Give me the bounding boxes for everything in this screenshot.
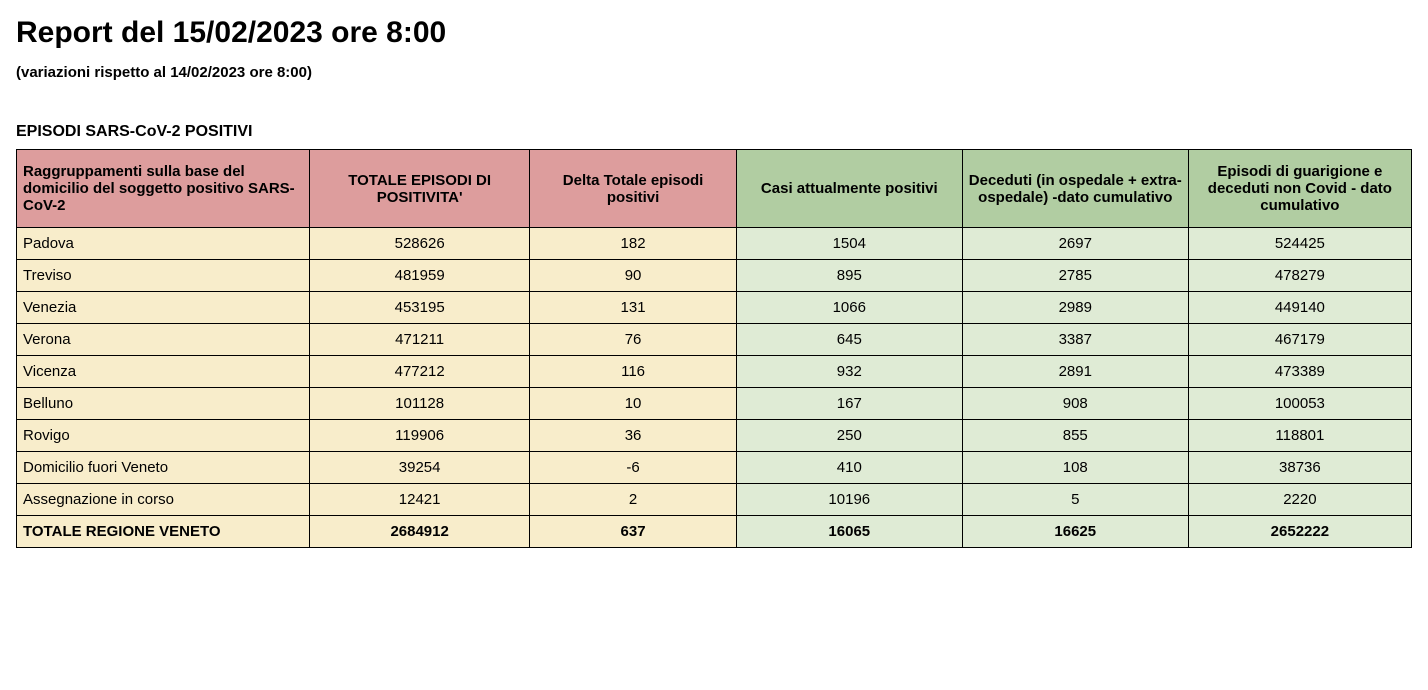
table-row: Domicilio fuori Veneto39254-641010838736 xyxy=(17,452,1412,484)
row-label: Domicilio fuori Veneto xyxy=(17,452,310,484)
cell: 471211 xyxy=(309,324,529,356)
cell: 2891 xyxy=(962,356,1188,388)
cell: 38736 xyxy=(1188,452,1411,484)
column-header: Deceduti (in ospedale + extra-ospedale) … xyxy=(962,150,1188,228)
section-title: EPISODI SARS-CoV-2 POSITIVI xyxy=(16,123,1412,141)
cell: 932 xyxy=(736,356,962,388)
cell: 2220 xyxy=(1188,484,1411,516)
cell: 16625 xyxy=(962,516,1188,548)
cell: 2684912 xyxy=(309,516,529,548)
row-label: Verona xyxy=(17,324,310,356)
cell: 36 xyxy=(530,420,736,452)
column-header: Delta Totale episodi positivi xyxy=(530,150,736,228)
table-row: Assegnazione in corso1242121019652220 xyxy=(17,484,1412,516)
table-row: Belluno10112810167908100053 xyxy=(17,388,1412,420)
cell: 2697 xyxy=(962,228,1188,260)
cell: 10196 xyxy=(736,484,962,516)
cell: 182 xyxy=(530,228,736,260)
cell: 10 xyxy=(530,388,736,420)
cell: 90 xyxy=(530,260,736,292)
cell: 908 xyxy=(962,388,1188,420)
cell: 467179 xyxy=(1188,324,1411,356)
cell: 410 xyxy=(736,452,962,484)
cell: 473389 xyxy=(1188,356,1411,388)
table-total-row: TOTALE REGIONE VENETO2684912637160651662… xyxy=(17,516,1412,548)
table-row: Vicenza4772121169322891473389 xyxy=(17,356,1412,388)
cell: 524425 xyxy=(1188,228,1411,260)
cell: 100053 xyxy=(1188,388,1411,420)
cell: 12421 xyxy=(309,484,529,516)
table-row: Rovigo11990636250855118801 xyxy=(17,420,1412,452)
cell: 637 xyxy=(530,516,736,548)
cell: 1504 xyxy=(736,228,962,260)
cell: 118801 xyxy=(1188,420,1411,452)
table-body: Padova52862618215042697524425Treviso4819… xyxy=(17,228,1412,548)
cell: 855 xyxy=(962,420,1188,452)
cell: 645 xyxy=(736,324,962,356)
cell: 5 xyxy=(962,484,1188,516)
cell: 250 xyxy=(736,420,962,452)
row-label: Treviso xyxy=(17,260,310,292)
cell: 481959 xyxy=(309,260,529,292)
cell: -6 xyxy=(530,452,736,484)
cell: 2 xyxy=(530,484,736,516)
table-row: Treviso481959908952785478279 xyxy=(17,260,1412,292)
row-label: Belluno xyxy=(17,388,310,420)
cell: 2652222 xyxy=(1188,516,1411,548)
cell: 119906 xyxy=(309,420,529,452)
cell: 76 xyxy=(530,324,736,356)
table-row: Verona471211766453387467179 xyxy=(17,324,1412,356)
row-label: TOTALE REGIONE VENETO xyxy=(17,516,310,548)
row-label: Padova xyxy=(17,228,310,260)
cell: 2785 xyxy=(962,260,1188,292)
cell: 167 xyxy=(736,388,962,420)
cell: 478279 xyxy=(1188,260,1411,292)
cell: 453195 xyxy=(309,292,529,324)
cell: 39254 xyxy=(309,452,529,484)
cell: 449140 xyxy=(1188,292,1411,324)
episodes-table: Raggruppamenti sulla base del domicilio … xyxy=(16,149,1412,548)
cell: 1066 xyxy=(736,292,962,324)
cell: 2989 xyxy=(962,292,1188,324)
cell: 3387 xyxy=(962,324,1188,356)
column-header: Episodi di guarigione e deceduti non Cov… xyxy=(1188,150,1411,228)
row-label: Assegnazione in corso xyxy=(17,484,310,516)
cell: 101128 xyxy=(309,388,529,420)
cell: 131 xyxy=(530,292,736,324)
cell: 16065 xyxy=(736,516,962,548)
report-title: Report del 15/02/2023 ore 8:00 xyxy=(16,16,1412,50)
cell: 108 xyxy=(962,452,1188,484)
column-header: Casi attualmente positivi xyxy=(736,150,962,228)
cell: 116 xyxy=(530,356,736,388)
row-label: Venezia xyxy=(17,292,310,324)
table-header-row: Raggruppamenti sulla base del domicilio … xyxy=(17,150,1412,228)
report-subtitle: (variazioni rispetto al 14/02/2023 ore 8… xyxy=(16,64,1412,81)
row-label: Rovigo xyxy=(17,420,310,452)
cell: 477212 xyxy=(309,356,529,388)
table-row: Venezia45319513110662989449140 xyxy=(17,292,1412,324)
table-row: Padova52862618215042697524425 xyxy=(17,228,1412,260)
column-header: Raggruppamenti sulla base del domicilio … xyxy=(17,150,310,228)
row-label: Vicenza xyxy=(17,356,310,388)
cell: 895 xyxy=(736,260,962,292)
column-header: TOTALE EPISODI DI POSITIVITA' xyxy=(309,150,529,228)
cell: 528626 xyxy=(309,228,529,260)
